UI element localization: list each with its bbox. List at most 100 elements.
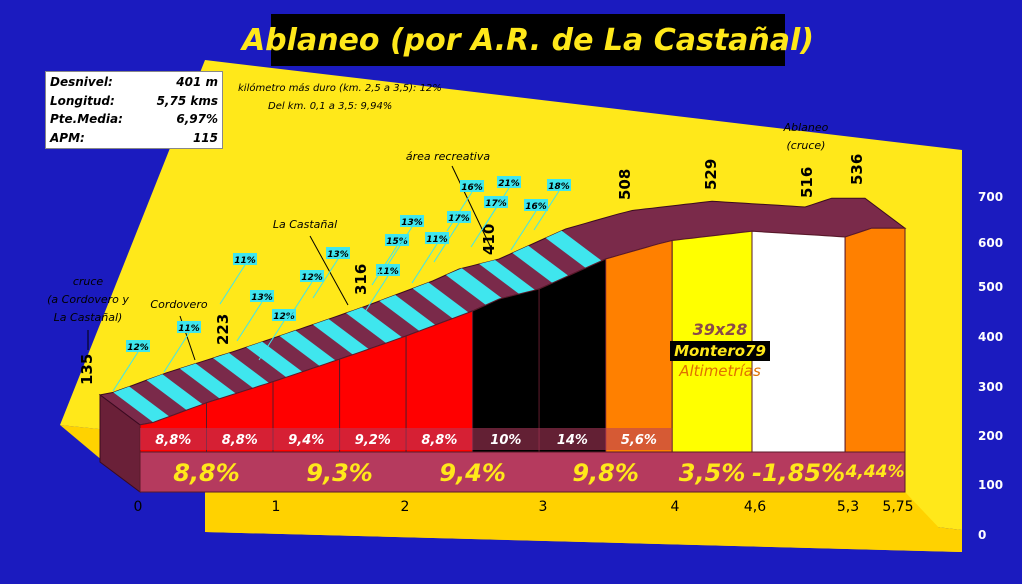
altitude-label: 223 [214, 314, 232, 345]
slope-badge [300, 270, 324, 282]
place-label: área recreativa [406, 150, 491, 163]
x-tick-label: 4,6 [744, 499, 766, 515]
x-tick-label: 4 [671, 499, 680, 515]
y-tick-label: 300 [978, 380, 1003, 394]
place-label: La Castañal) [54, 311, 123, 324]
slope-badge [326, 247, 350, 259]
surface-stripe [213, 353, 270, 389]
slope-badge-leader [386, 226, 413, 267]
altitude-label: 508 [616, 169, 634, 200]
stats-label: Pte.Media: [50, 112, 123, 126]
stats-label: APM: [50, 130, 85, 145]
x-tick-label: 2 [401, 499, 410, 515]
km-slope-label: 9,3% [306, 459, 373, 487]
place-label: Ablaneo [783, 121, 829, 134]
chart-title-box: Ablaneo (por A.R. de La Castañal) [242, 14, 814, 66]
half-km-slope-label: 8,8% [421, 433, 457, 448]
slope-badge-label: 11% [426, 235, 448, 245]
slope-badge [250, 290, 274, 302]
surface-stripe [512, 245, 569, 283]
half-km-slope-label: 5,6% [621, 433, 657, 448]
slope-badge-leader [286, 281, 313, 322]
km-slope-label: 3,5% [679, 459, 746, 487]
altitude-label: 529 [702, 159, 720, 190]
y-tick-label: 200 [978, 429, 1003, 443]
place-label: La Castañal [273, 218, 337, 231]
place-leader-line [451, 165, 493, 251]
place-label: (cruce) [787, 139, 826, 152]
slope-badge [447, 211, 471, 223]
half-km-slope-label: 8,8% [222, 433, 258, 448]
stats-value: 6,97% [176, 112, 218, 126]
slope-badge-leader [163, 332, 190, 373]
note-hardest-km: kilómetro más duro (km. 2,5 a 3,5): 12% [238, 83, 442, 94]
stats-value: 401 m [176, 75, 218, 89]
stats-row: APM: 115 [50, 129, 218, 148]
floor [60, 425, 962, 552]
surface-stripe [379, 295, 436, 331]
watermark-brand: Montero79 [670, 341, 770, 361]
slope-badge-leader [219, 264, 246, 305]
slope-badge-label: 15% [386, 237, 408, 247]
slope-badge [376, 264, 400, 276]
watermark-size: 39x28 [692, 320, 748, 339]
slope-badge-label: 13% [327, 250, 349, 260]
y-tick-label: 700 [978, 190, 1003, 204]
altitude-label: 410 [480, 224, 498, 255]
profile-segment [844, 227, 906, 493]
stats-label: Desnivel: [50, 75, 113, 89]
stats-row: Desnivel: 401 m [50, 73, 218, 92]
note-average: Del km. 0,1 a 3,5: 9,94% [268, 101, 393, 112]
half-km-slope-band [140, 428, 673, 450]
slope-badge-label: 17% [448, 214, 470, 224]
y-tick-label: 500 [978, 280, 1003, 294]
altitude-label: 516 [798, 167, 816, 198]
slope-badge-label: 11% [377, 267, 399, 277]
slope-badge-label: 12% [301, 273, 323, 283]
surface-stripe [279, 330, 336, 366]
stats-value: 5,75 kms [156, 93, 218, 108]
y-tick-label: 0 [978, 528, 986, 542]
slope-badge-leader [236, 301, 263, 342]
half-km-slope-label: 10% [490, 433, 521, 448]
slope-badge [460, 180, 484, 192]
km-slope-label: 9,4% [439, 459, 506, 487]
slope-badge [385, 234, 409, 246]
slope-badge-leader [433, 222, 460, 263]
profile-segment [671, 230, 753, 493]
slope-badge-leader [371, 245, 398, 286]
y-tick-label: 600 [978, 236, 1003, 250]
slope-badge [233, 253, 257, 265]
surface-stripe [412, 282, 469, 319]
place-label: Cordovero [150, 298, 207, 311]
slope-badge-label: 12% [127, 343, 149, 353]
slope-badge-label: 12% [273, 312, 295, 322]
stats-label: Longitud: [50, 93, 115, 108]
x-tick-label: 1 [272, 499, 281, 515]
surface-stripe [113, 386, 170, 423]
slope-badge-label: 13% [251, 293, 273, 303]
surface-stripe [312, 319, 369, 355]
slope-badge-label: 16% [461, 183, 483, 193]
km-slope-label: -1,85% [752, 459, 845, 487]
slope-badge-leader [312, 258, 339, 299]
altitude-label: 316 [352, 264, 370, 295]
slope-badge-leader [362, 275, 389, 316]
slope-badge-leader [483, 187, 510, 228]
x-tick-label: 0 [134, 499, 143, 515]
slope-badge-label: 16% [525, 202, 547, 212]
slope-badge-label: 13% [401, 218, 423, 228]
surface-stripe [346, 307, 403, 344]
place-label: cruce [73, 275, 104, 288]
slope-badge-label: 18% [548, 182, 570, 192]
half-km-slope-label: 9,4% [288, 433, 324, 448]
stats-table: Desnivel: 401 m Longitud: 5,75 kms Pte.Med… [45, 71, 223, 149]
half-km-slope-label: 9,2% [355, 433, 391, 448]
x-tick-label: 5,75 [882, 499, 913, 515]
y-tick-label: 100 [978, 478, 1003, 492]
chart-title: Ablaneo (por A.R. de La Castañal) [241, 22, 815, 58]
surface-stripe [545, 230, 602, 268]
slope-badge [524, 199, 548, 211]
notes: kilómetro más duro (km. 2,5 a 3,5): 12% … [238, 83, 442, 119]
